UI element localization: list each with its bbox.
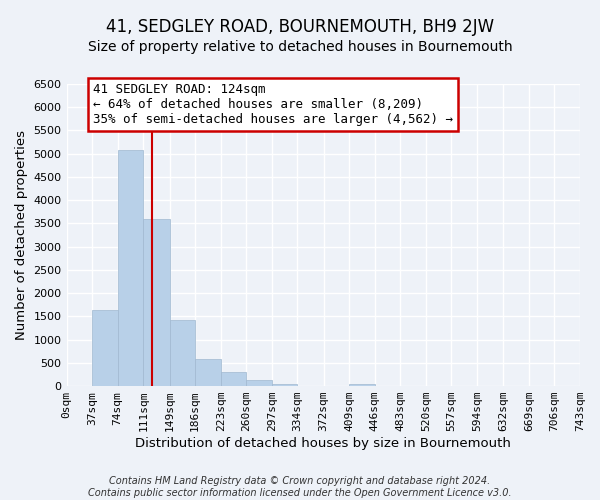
Bar (349, 384, 375, 386)
Text: Size of property relative to detached houses in Bournemouth: Size of property relative to detached ho… (88, 40, 512, 54)
X-axis label: Distribution of detached houses by size in Bournemouth: Distribution of detached houses by size … (136, 437, 511, 450)
Text: 41 SEDGLEY ROAD: 124sqm
← 64% of detached houses are smaller (8,209)
35% of semi: 41 SEDGLEY ROAD: 124sqm ← 64% of detache… (93, 84, 453, 126)
Text: Contains HM Land Registry data © Crown copyright and database right 2024.
Contai: Contains HM Land Registry data © Crown c… (88, 476, 512, 498)
Text: 41, SEDGLEY ROAD, BOURNEMOUTH, BH9 2JW: 41, SEDGLEY ROAD, BOURNEMOUTH, BH9 2JW (106, 18, 494, 36)
Bar (195, 359, 221, 386)
Bar (272, 384, 298, 386)
Bar (143, 219, 170, 386)
Bar (92, 310, 118, 386)
Bar (170, 320, 195, 386)
Bar (118, 150, 143, 386)
Y-axis label: Number of detached properties: Number of detached properties (15, 130, 28, 340)
Bar (221, 372, 246, 386)
Bar (246, 380, 272, 386)
